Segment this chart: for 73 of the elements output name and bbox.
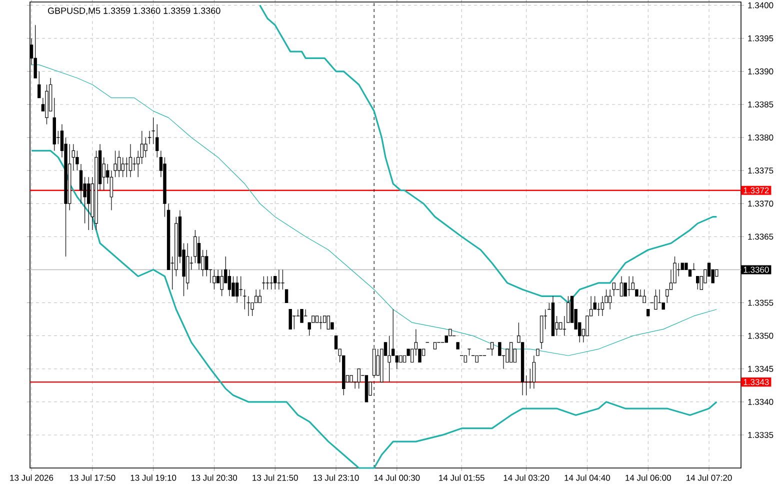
candlestick [87, 176, 90, 230]
candlestick [205, 250, 208, 277]
text: GBPUSD,M5 1.3359 1.3360 1.3359 1.3360 [48, 8, 220, 15]
candlestick [269, 276, 274, 290]
y-tick-label: 1.3335 [748, 432, 774, 438]
candlestick [235, 276, 239, 304]
candlestick [220, 269, 224, 296]
y-tick-label: 1.3340 [748, 398, 774, 405]
candlestick [38, 71, 41, 98]
candlestick [326, 316, 330, 330]
x-tick-label: 14 Jul 03:20 [504, 474, 550, 481]
y-tick-label: 1.3365 [748, 234, 774, 240]
candlestick [490, 342, 494, 356]
x-tick-label: 14 Jul 01:55 [439, 474, 484, 481]
candlestick [148, 130, 152, 144]
candlestick [117, 150, 121, 178]
candlestick [620, 276, 624, 296]
y-tick-label: 1.3370 [748, 200, 774, 207]
candlestick [654, 289, 658, 310]
y-tick-label: 1.3390 [748, 68, 774, 74]
candlestick [642, 289, 646, 304]
candlestick [262, 276, 266, 290]
candlestick [197, 236, 201, 270]
candlestick [318, 316, 323, 330]
candlestick [696, 276, 700, 290]
y-tick-label: 1.3395 [748, 35, 774, 42]
candlestick [132, 157, 136, 171]
x-tick-label: 14 Jul 04:40 [564, 474, 610, 481]
candlestick [266, 276, 270, 290]
candlestick [121, 157, 124, 178]
ref-line-label: 1.3372 [744, 187, 769, 194]
candlestick [238, 276, 243, 296]
candlestick [284, 289, 288, 304]
candlestick [140, 130, 144, 164]
candlestick [498, 342, 502, 356]
candlestick [600, 296, 604, 316]
y-tick-label: 1.3345 [748, 366, 774, 372]
x-tick-label: 14 Jul 00:30 [374, 474, 420, 481]
candlestick [280, 269, 285, 290]
ref-line-label: 1.3343 [744, 379, 769, 386]
candlestick [144, 137, 148, 158]
candlestick [258, 289, 262, 304]
candlestick [288, 309, 292, 330]
candlestick [566, 296, 570, 323]
x-tick-label: 13 Jul 17:50 [70, 474, 116, 481]
x-tick-label: 13 Jul 19:10 [130, 474, 176, 481]
candlestick [124, 157, 129, 178]
ref-line-label: 1.3360 [744, 266, 769, 273]
candlestick [128, 144, 132, 178]
y-tick-label: 1.3355 [748, 300, 774, 306]
x-tick-label: 13 Jul 23:10 [314, 474, 359, 481]
candlestick [627, 276, 632, 296]
candlestick [300, 309, 304, 323]
candlestick [510, 342, 513, 363]
x-tick-label: 13 Jul 20:30 [192, 474, 238, 481]
candlestick [274, 276, 277, 290]
y-tick-label: 1.3375 [748, 168, 774, 174]
y-tick-label: 1.3380 [748, 134, 774, 141]
candlestick [276, 269, 281, 290]
x-tick-label: 13 Jul 21:50 [252, 474, 298, 481]
y-tick-label: 1.3350 [748, 332, 774, 339]
candlestick [72, 144, 75, 171]
candlestick [624, 282, 627, 296]
candlestick [357, 368, 360, 389]
candlestick [228, 269, 232, 296]
y-tick-label: 1.3400 [748, 2, 774, 8]
candlestick [212, 269, 216, 290]
x-tick-label: 14 Jul 07:20 [686, 474, 732, 481]
candlestick [34, 24, 37, 78]
candlestick [388, 336, 391, 382]
x-tick-label: 13 Jul 2026 [10, 474, 54, 481]
x-tick-label: 14 Jul 06:00 [626, 474, 671, 481]
y-tick-label: 1.3385 [748, 101, 774, 108]
